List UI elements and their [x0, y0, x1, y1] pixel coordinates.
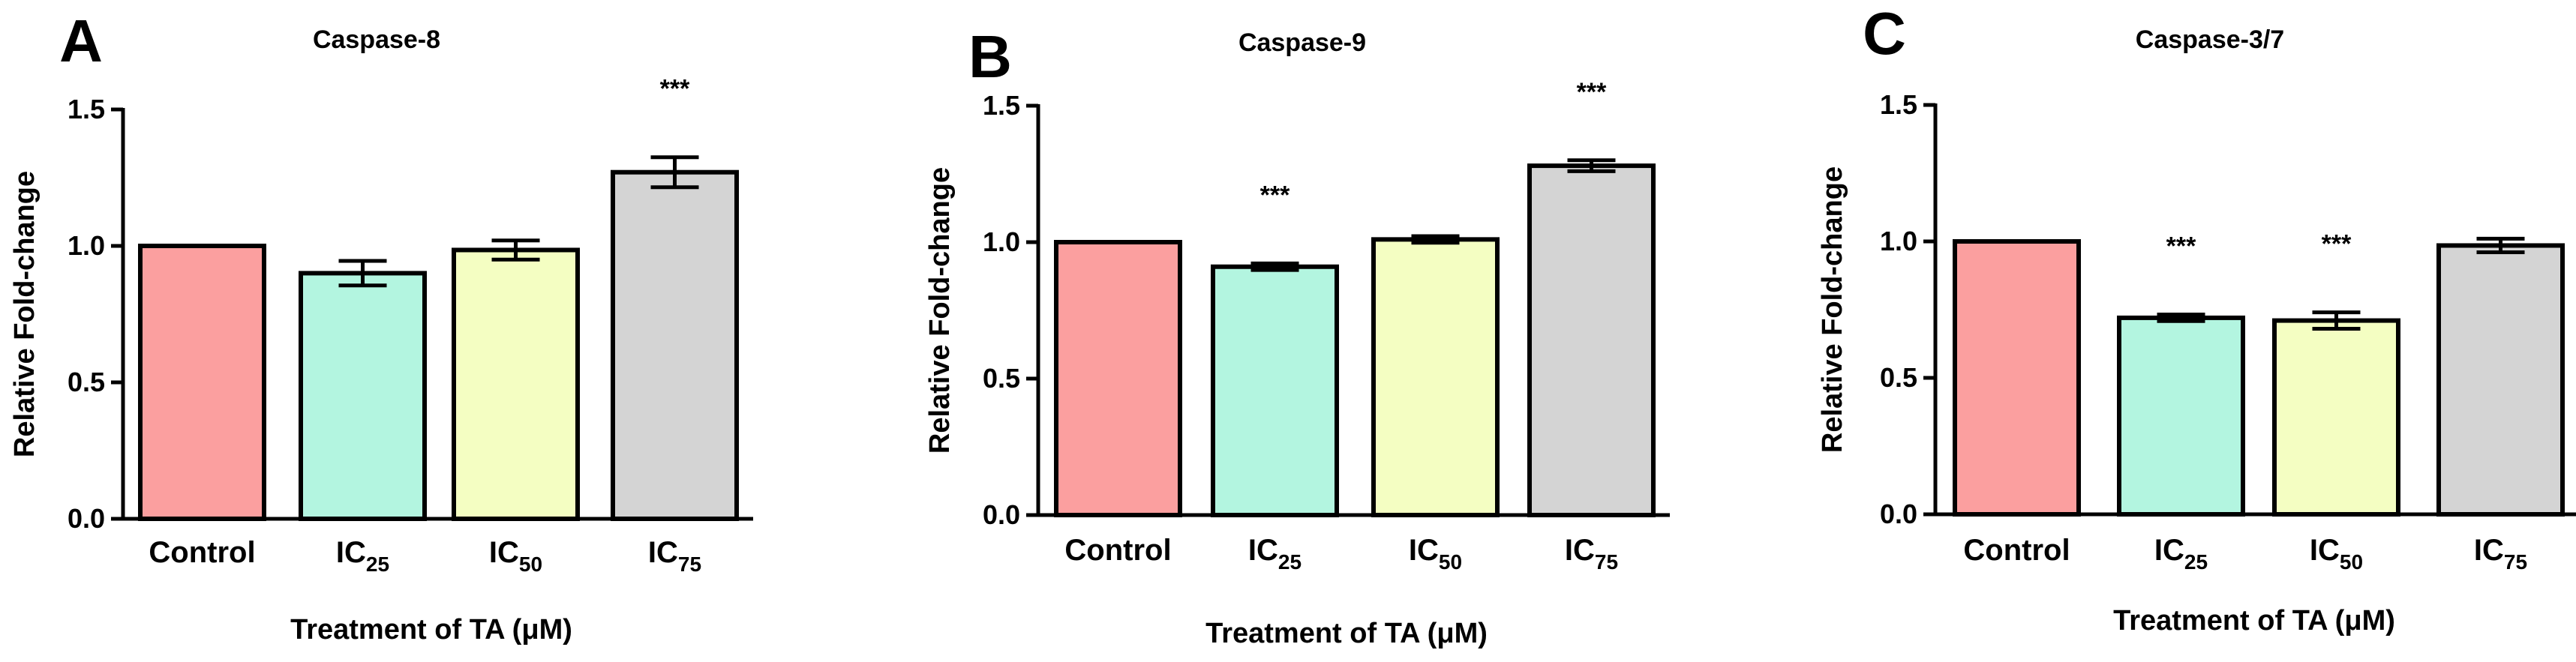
bar-0: [138, 244, 266, 521]
y-tick-label: 0.0: [983, 499, 1020, 530]
chart-panel-b: B Caspase-9 0.0 0.5 1.0 1.5 Relative Fold-chan…: [924, 23, 1670, 649]
y-tick-label: 1.5: [68, 94, 105, 124]
category-label: Control: [1963, 534, 2070, 567]
y-axis-title: Relative Fold-change: [1817, 166, 1848, 453]
category-main: Control: [1963, 534, 2070, 567]
category-label: IC25: [336, 536, 389, 576]
category-main: IC: [2310, 534, 2340, 567]
bar-1: [299, 271, 427, 521]
y-tick-label: 0.5: [1880, 362, 1917, 393]
y-tick-label: 1.0: [983, 226, 1020, 257]
category-main: IC: [336, 536, 366, 569]
category-subscript: 25: [1278, 550, 1302, 574]
bar-2: [2272, 318, 2400, 517]
category-main: IC: [648, 536, 678, 569]
category-main: IC: [1565, 534, 1595, 567]
category-subscript: 75: [678, 553, 701, 576]
chart-title: Caspase-9: [1238, 28, 1366, 57]
significance-marker: ***: [1577, 78, 1607, 106]
bar-0: [1054, 240, 1182, 517]
y-tick-label: 0.5: [68, 367, 105, 397]
y-tick-label: 1.5: [983, 90, 1020, 121]
category-subscript: 50: [519, 553, 542, 576]
category-label: IC50: [2310, 534, 2363, 574]
bar-2: [452, 247, 580, 521]
y-tick-label: 1.0: [1880, 226, 1917, 256]
category-label: IC75: [648, 536, 701, 576]
category-main: IC: [2474, 534, 2504, 567]
category-label: IC25: [1248, 534, 1302, 574]
x-axis-title: Treatment of TA (μM): [290, 614, 572, 646]
significance-marker: ***: [2322, 230, 2352, 259]
category-main: IC: [1248, 534, 1278, 567]
category-subscript: 75: [1595, 550, 1618, 574]
significance-marker: ***: [2166, 232, 2196, 261]
category-label: IC25: [2154, 534, 2208, 574]
category-label: Control: [149, 536, 255, 569]
category-subscript: 25: [2184, 550, 2208, 574]
y-axis-title: Relative Fold-change: [924, 167, 956, 454]
category-label: Control: [1064, 534, 1171, 567]
category-label: IC75: [1565, 534, 1618, 574]
x-axis-title: Treatment of TA (μM): [1205, 618, 1488, 649]
chart-panel-a: A Caspase-8 0.0 0.5 1.0 1.5 Relative Fold-chan…: [9, 7, 753, 646]
significance-marker: ***: [660, 75, 690, 103]
category-subscript: 75: [2504, 550, 2527, 574]
bar-3: [2436, 243, 2565, 517]
significance-marker: ***: [1260, 181, 1290, 209]
category-label: IC75: [2474, 534, 2527, 574]
category-main: Control: [149, 536, 255, 569]
chart-panel-c: C Caspase-3/7 0.0 0.5 1.0 1.5 Relative Fold-ch…: [1817, 0, 2576, 637]
category-label: IC50: [489, 536, 542, 576]
category-main: Control: [1064, 534, 1171, 567]
chart-title: Caspase-3/7: [2136, 25, 2284, 54]
panel-letter: A: [59, 7, 103, 74]
category-subscript: 50: [2340, 550, 2363, 574]
bar-2: [1371, 237, 1500, 517]
y-tick-label: 0.0: [68, 503, 105, 534]
y-axis-title: Relative Fold-change: [9, 171, 41, 457]
panel-letter: C: [1863, 0, 1906, 67]
bar-3: [1527, 163, 1656, 518]
category-label: IC50: [1409, 534, 1462, 574]
y-tick-label: 1.0: [68, 230, 105, 261]
bar-0: [1953, 239, 2081, 517]
category-main: IC: [2154, 534, 2184, 567]
category-subscript: 25: [366, 553, 389, 576]
category-main: IC: [1409, 534, 1439, 567]
bar-1: [2117, 315, 2245, 517]
bar-1: [1211, 264, 1339, 517]
y-tick-label: 1.5: [1880, 89, 1917, 120]
category-main: IC: [489, 536, 519, 569]
category-subscript: 50: [1439, 550, 1462, 574]
panel-letter: B: [968, 23, 1012, 90]
y-tick-label: 0.0: [1880, 499, 1917, 529]
y-tick-label: 0.5: [983, 363, 1020, 394]
x-axis-title: Treatment of TA (μM): [2113, 605, 2395, 637]
bar-3: [611, 169, 739, 521]
chart-title: Caspase-8: [313, 25, 440, 54]
